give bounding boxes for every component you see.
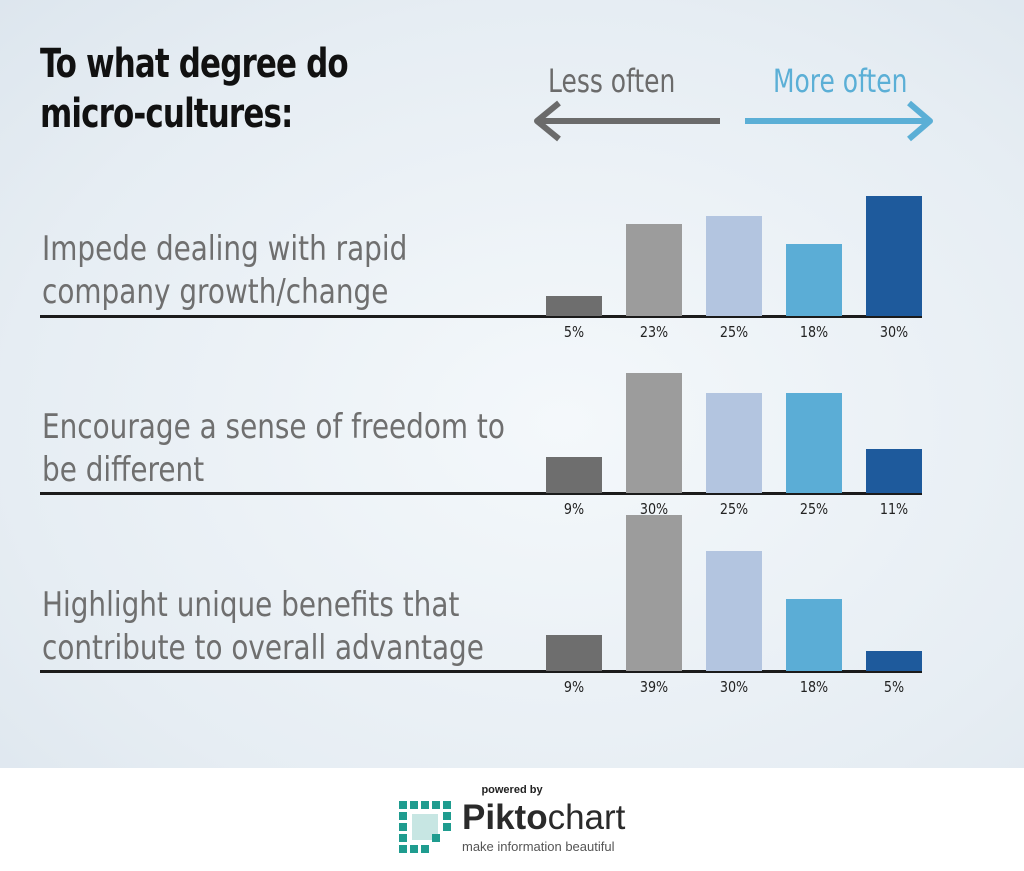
bar (546, 296, 602, 316)
data-label: 11% (879, 500, 909, 518)
bar (626, 373, 682, 493)
chart-panel: To what degree do micro-cultures: Less o… (0, 0, 1024, 768)
category-label-line: Encourage a sense of freedom to (42, 407, 505, 447)
data-label: 30% (879, 323, 909, 341)
data-label: 9% (563, 500, 585, 518)
data-label: 25% (719, 323, 749, 341)
category-label-line: be different (42, 450, 205, 490)
bar (706, 393, 762, 493)
data-label: 5% (883, 678, 905, 696)
more-often-label: More often (773, 62, 908, 100)
powered-by-text: powered by (481, 784, 543, 796)
data-label: 30% (639, 500, 669, 518)
data-label: 18% (799, 323, 829, 341)
bar (706, 551, 762, 671)
data-label: 30% (719, 678, 749, 696)
bar (786, 599, 842, 671)
piktochart-brand: Piktochart (462, 798, 625, 838)
baseline-rule (40, 492, 922, 495)
bar (866, 651, 922, 671)
chart-title-line-1: To what degree do (40, 41, 349, 87)
category-label-line: contribute to overall advantage (42, 628, 484, 668)
brand-part-2: chart (547, 798, 626, 837)
data-label: 23% (639, 323, 669, 341)
bar (546, 457, 602, 493)
category-label-line: company growth/change (42, 272, 389, 312)
direction-arrows (534, 100, 933, 142)
category-label-line: Highlight unique benefits that (42, 585, 460, 625)
less-often-label: Less often (548, 62, 676, 100)
brand-part-1: Pikto (462, 798, 548, 837)
bar (546, 635, 602, 671)
bar (626, 515, 682, 671)
piktochart-logo-icon (399, 801, 451, 853)
data-label: 9% (563, 678, 585, 696)
left-arrow-icon (534, 100, 720, 142)
baseline-rule (40, 315, 922, 318)
data-label: 25% (799, 500, 829, 518)
chart-title-line-2: micro-cultures: (40, 91, 293, 137)
piktochart-tagline: make information beautiful (462, 839, 615, 854)
data-label: 25% (719, 500, 749, 518)
bar (866, 196, 922, 316)
data-label: 5% (563, 323, 585, 341)
category-label-line: Impede dealing with rapid (42, 229, 408, 269)
data-label: 18% (799, 678, 829, 696)
baseline-rule (40, 670, 922, 673)
bar (626, 224, 682, 316)
footer: powered by Piktochart make information b… (0, 768, 1024, 871)
right-arrow-icon (745, 100, 933, 142)
bar (786, 393, 842, 493)
data-label: 39% (639, 678, 669, 696)
bar (866, 449, 922, 493)
bar (706, 216, 762, 316)
bar (786, 244, 842, 316)
